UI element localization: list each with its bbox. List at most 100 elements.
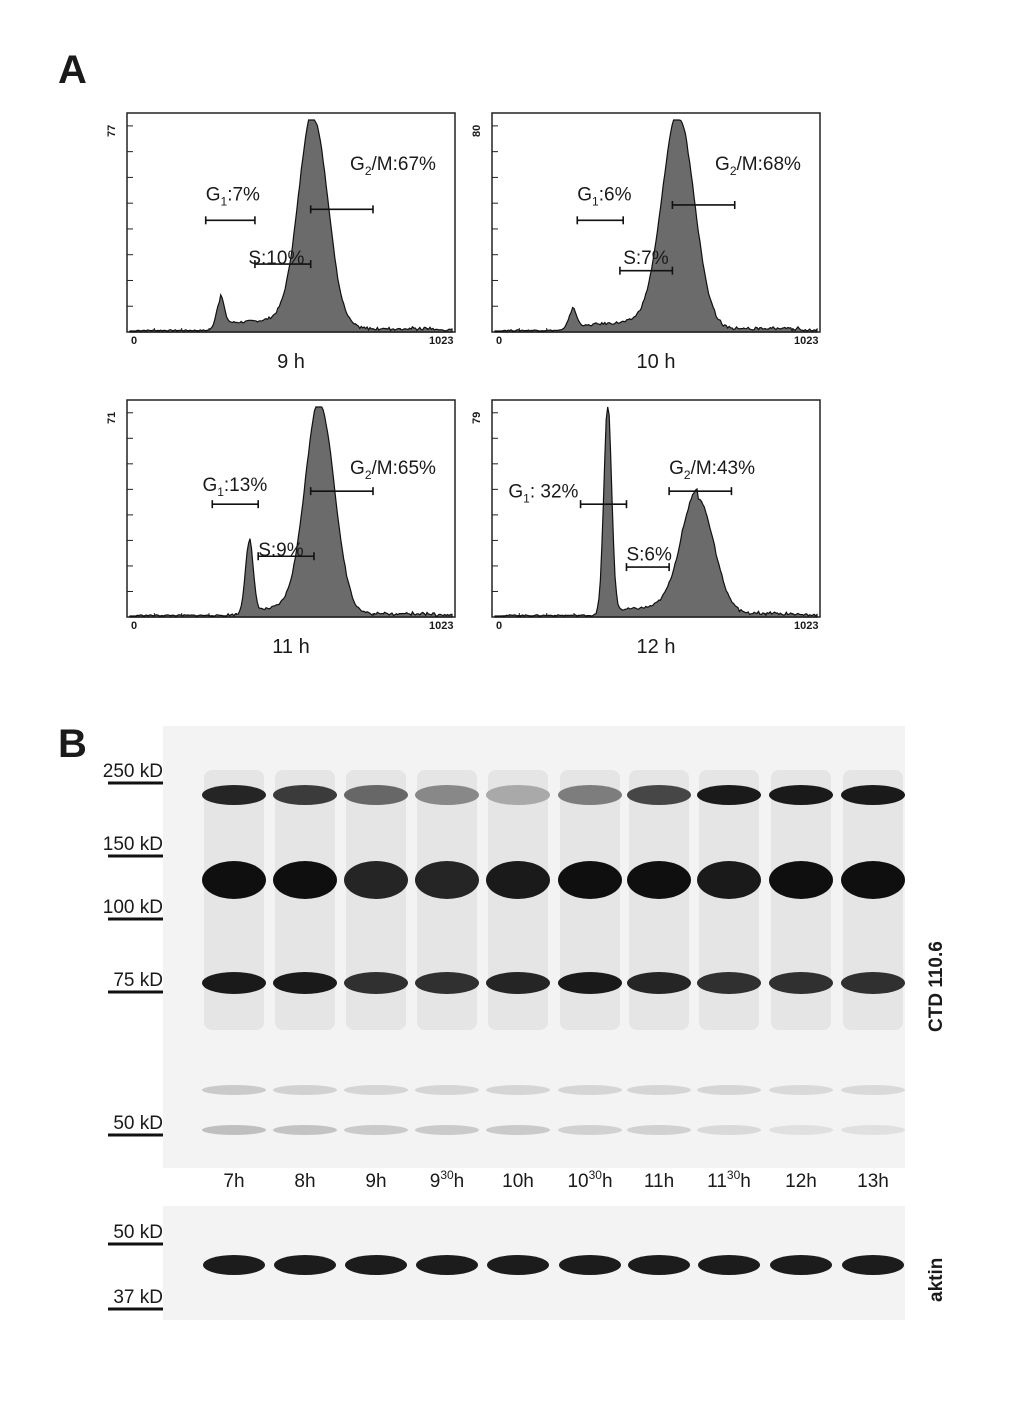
- histogram-frame: [491, 399, 821, 618]
- panel-label-b: B: [58, 722, 87, 766]
- blot-band: [486, 1125, 550, 1135]
- s-phase-label: S:9%: [258, 540, 304, 561]
- lane-label: 8h: [294, 1171, 315, 1192]
- blot-band: [486, 861, 550, 899]
- y-max-label: 77: [106, 125, 118, 137]
- actin-band: [274, 1255, 336, 1275]
- lane-smear: [275, 770, 335, 1030]
- time-label: 12 h: [637, 636, 676, 658]
- blot-band: [273, 972, 337, 994]
- s-phase-label: S:6%: [626, 545, 672, 566]
- actin-band: [628, 1255, 690, 1275]
- actin-band: [842, 1255, 904, 1275]
- blot-band: [344, 1085, 408, 1095]
- blot-band: [841, 861, 905, 899]
- lane-label: 13h: [857, 1171, 889, 1192]
- blot-band: [769, 1125, 833, 1135]
- lane-smear: [560, 770, 620, 1030]
- g1-label: G1:13%: [202, 475, 267, 499]
- histogram-4: G1: 32% S:6% G2/M:43% 79 0 1023 12 h: [471, 399, 821, 658]
- blot-band: [697, 972, 761, 994]
- histogram-area: [129, 119, 453, 333]
- lane-label: 11h: [644, 1171, 674, 1192]
- x-min-label: 0: [131, 335, 137, 347]
- blot-band: [558, 972, 622, 994]
- actin-label: aktin: [926, 1258, 947, 1302]
- actin-band: [487, 1255, 549, 1275]
- blot-band: [697, 1125, 761, 1135]
- blot-band: [486, 1085, 550, 1095]
- blot-band: [415, 972, 479, 994]
- blot-band: [627, 972, 691, 994]
- lane-smear: [346, 770, 406, 1030]
- x-max-label: 1023: [794, 335, 818, 347]
- blot-band: [627, 1085, 691, 1095]
- y-max-label: 79: [471, 412, 483, 424]
- x-max-label: 1023: [794, 620, 818, 632]
- blot-band: [697, 785, 761, 805]
- blot-band: [486, 972, 550, 994]
- blot-band: [558, 1125, 622, 1135]
- blot-band: [273, 785, 337, 805]
- actin-band: [416, 1255, 478, 1275]
- blot-band: [202, 785, 266, 805]
- blot-band: [558, 861, 622, 899]
- g2m-label: G2/M:65%: [350, 458, 436, 482]
- blot-band: [841, 1085, 905, 1095]
- antibody-label: CTD 110.6: [926, 941, 947, 1032]
- x-min-label: 0: [131, 620, 137, 632]
- blot-band: [344, 1125, 408, 1135]
- lane-smear: [771, 770, 831, 1030]
- actin-band: [698, 1255, 760, 1275]
- x-min-label: 0: [496, 620, 502, 632]
- blot-band: [697, 1085, 761, 1095]
- g1-label: G1:6%: [577, 185, 631, 209]
- marker-label: 250 kD: [103, 761, 163, 782]
- lane-label: 10h: [502, 1171, 534, 1192]
- blot-band: [627, 785, 691, 805]
- blot-band: [202, 972, 266, 994]
- blot-band: [415, 1125, 479, 1135]
- blot-band: [273, 861, 337, 899]
- x-min-label: 0: [496, 335, 502, 347]
- blot-band: [841, 785, 905, 805]
- marker-label: 75 kD: [113, 970, 163, 991]
- actin-band: [203, 1255, 265, 1275]
- actin-band: [345, 1255, 407, 1275]
- x-max-label: 1023: [429, 620, 453, 632]
- blot-band: [273, 1125, 337, 1135]
- western-blot: 250 kD 150 kD 100 kD 75 kD 50 kD 50 kD 37 kD 7h…: [103, 726, 947, 1320]
- y-max-label: 71: [106, 412, 118, 424]
- lane-smear: [488, 770, 548, 1030]
- blot-band: [627, 861, 691, 899]
- s-phase-label: S:7%: [623, 248, 669, 269]
- time-label: 10 h: [637, 351, 676, 373]
- lane-smear: [204, 770, 264, 1030]
- histogram-area: [494, 406, 818, 618]
- g2m-label: G2/M:67%: [350, 154, 436, 178]
- actin-band: [770, 1255, 832, 1275]
- lane-smear: [699, 770, 759, 1030]
- g2m-label: G2/M:43%: [669, 458, 755, 482]
- lane-label: 7h: [223, 1171, 244, 1192]
- time-label: 9 h: [277, 351, 305, 373]
- time-label: 11 h: [272, 636, 309, 658]
- histogram-area: [129, 406, 453, 618]
- lane-label: 1130h: [707, 1168, 751, 1192]
- blot-band: [202, 861, 266, 899]
- actin-band: [559, 1255, 621, 1275]
- blot-band: [415, 861, 479, 899]
- histogram-2: G1:6% S:7% G2/M:68% 80 0 1023 10 h: [471, 112, 821, 373]
- blot-band: [697, 861, 761, 899]
- g1-label: G1:7%: [206, 185, 260, 209]
- panel-label-a: A: [58, 48, 87, 92]
- blot-band: [202, 1125, 266, 1135]
- lane-label: 1030h: [567, 1168, 612, 1192]
- blot-band: [273, 1085, 337, 1095]
- g2m-label: G2/M:68%: [715, 154, 801, 178]
- blot-band: [841, 1125, 905, 1135]
- g1-label: G1: 32%: [508, 482, 578, 506]
- blot-band: [415, 785, 479, 805]
- lane-label: 9h: [365, 1171, 386, 1192]
